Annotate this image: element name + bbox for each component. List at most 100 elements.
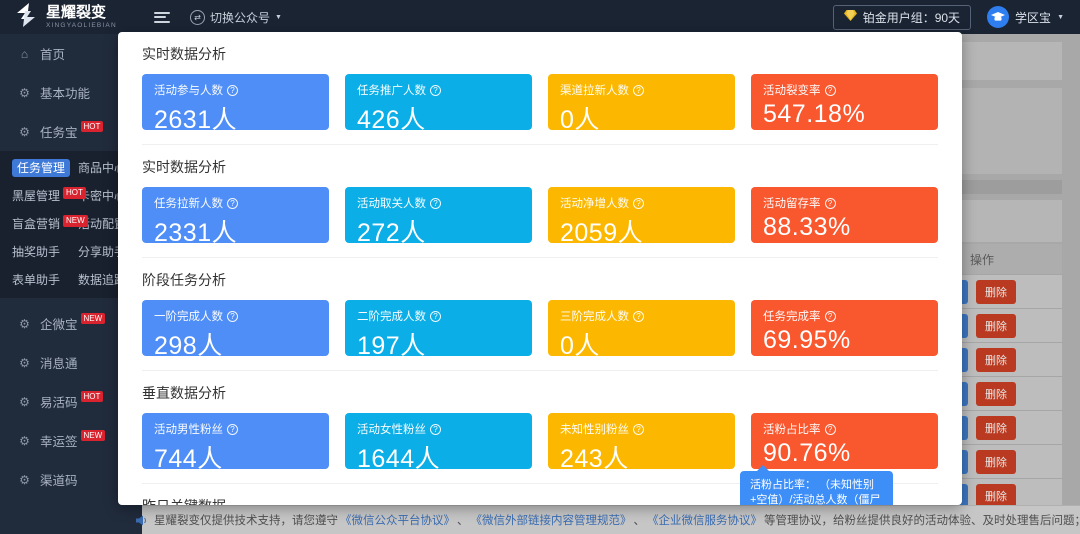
gear-icon: ⚙ [19, 355, 30, 370]
user-group-badge[interactable]: 铂金用户组：90天 [832, 4, 972, 30]
stat-card: 活动男性粉丝? 744人 [142, 413, 329, 473]
user-menu[interactable]: 学区宝 ▼ [987, 6, 1064, 28]
help-icon[interactable]: ? [633, 84, 644, 96]
chevron-down-icon: ▼ [275, 13, 282, 21]
submenu-item-data-tracking[interactable]: 数据追踪 [78, 273, 127, 287]
help-icon[interactable]: ? [430, 423, 441, 435]
help-icon[interactable]: ? [824, 310, 836, 322]
brand-subtitle: XINGYAOLIEBIAN [46, 21, 117, 29]
stat-value: 426人 [357, 106, 426, 134]
stat-card: 任务拉新人数? 2331人 [142, 187, 329, 247]
sidebar-item-home[interactable]: ⌂ 首页 [0, 34, 142, 73]
help-icon[interactable]: ? [633, 197, 644, 209]
home-icon: ⌂ [20, 46, 29, 61]
stat-value: 2331人 [154, 219, 238, 247]
user-group-label: 铂金用户组：90天 [862, 10, 961, 25]
delete-button[interactable]: 删除 [976, 313, 1016, 338]
stat-value: 298人 [154, 332, 223, 360]
hot-badge: HOT [63, 187, 86, 199]
help-icon[interactable]: ? [633, 310, 644, 322]
sidebar-item-task-treasure[interactable]: ⚙ 任务宝 HOT [0, 112, 142, 151]
submenu-item-form-helper[interactable]: 表单助手 [12, 273, 61, 287]
gear-icon: ⚙ [19, 316, 30, 331]
switch-icon: ⇄ [190, 9, 205, 25]
sidebar-item-live-qr[interactable]: ⚙ 易活码 HOT [0, 382, 142, 421]
stat-value: 88.33% [763, 213, 851, 241]
delete-button[interactable]: 删除 [976, 415, 1016, 440]
brand-name: 星耀裂变 [46, 4, 107, 22]
help-icon[interactable]: ? [227, 423, 238, 435]
stat-card: 活动女性粉丝? 1644人 [345, 413, 532, 473]
avatar [987, 6, 1010, 28]
stat-value: 90.76% [763, 439, 851, 467]
graduation-cap-icon [991, 11, 1006, 21]
sidebar-item-qiweibao[interactable]: ⚙ 企微宝 NEW [0, 304, 142, 343]
link-wecom-service-agreement[interactable]: 《企业微信服务协议》 [647, 515, 762, 527]
delete-button[interactable]: 删除 [976, 347, 1016, 372]
submenu-item-lottery-helper[interactable]: 抽奖助手 [12, 245, 61, 259]
stat-card: 活动净增人数? 2059人 [548, 187, 735, 247]
stat-value: 0人 [560, 332, 600, 360]
delete-button[interactable]: 删除 [976, 449, 1016, 474]
stat-card: 渠道拉新人数? 0人 [548, 74, 735, 134]
username: 学区宝 [1015, 10, 1052, 25]
stat-card: 活动参与人数? 2631人 [142, 74, 329, 134]
brand[interactable]: 星耀裂变 XINGYAOLIEBIAN [0, 2, 142, 32]
help-icon[interactable]: ? [430, 310, 441, 322]
help-icon[interactable]: ? [824, 197, 836, 209]
help-icon[interactable]: ? [227, 310, 238, 322]
stat-value: 0人 [560, 106, 600, 134]
stat-card: 三阶完成人数? 0人 [548, 300, 735, 360]
hot-badge: HOT [80, 120, 104, 133]
help-icon[interactable]: ? [824, 84, 836, 96]
sidebar-item-label: 首页 [40, 48, 66, 62]
delete-button[interactable]: 删除 [976, 483, 1016, 508]
sidebar-lower-group: ⚙ 企微宝 NEW ⚙ 消息通 ⚙ 易活码 HOT ⚙ 幸运签 NEW ⚙ 渠道… [0, 298, 142, 499]
separator: 、 [633, 515, 646, 527]
tooltip-text: 活粉占比率： （未知性别+空值）/活动总人数（僵尸粉）占比率 [750, 479, 881, 505]
sidebar-item-basic-functions[interactable]: ⚙ 基本功能 [0, 73, 142, 112]
new-badge: NEW [80, 312, 106, 325]
speaker-icon [136, 515, 148, 526]
data-analysis-modal: 实时数据分析 活动参与人数? 2631人 任务推广人数? 426人 渠道拉新人数… [118, 32, 962, 505]
help-icon[interactable]: ? [824, 423, 836, 435]
submenu-item-blackroom-management[interactable]: 黑屋管理 HOT [12, 187, 86, 204]
sidebar-item-message-pass[interactable]: ⚙ 消息通 [19, 355, 78, 372]
submenu-item-card-code-center[interactable]: 卡密中心 [78, 189, 127, 203]
gear-icon: ⚙ [19, 85, 30, 100]
topbar-right: 铂金用户组：90天 学区宝 ▼ [832, 4, 1080, 30]
section-title: 昨日关键数据 [142, 496, 938, 505]
stat-card: 任务完成率? 69.95% [751, 300, 938, 356]
help-icon[interactable]: ? [633, 423, 644, 435]
topbar: 星耀裂变 XINGYAOLIEBIAN ⇄ 切换公众号 ▼ 铂金用户组：90天 [0, 0, 1080, 34]
submenu-item-share-helper[interactable]: 分享助手 [78, 245, 127, 259]
submenu-item-product-center[interactable]: 商品中心 [78, 161, 127, 175]
section-title: 实时数据分析 [142, 159, 226, 175]
link-wechat-platform-agreement[interactable]: 《微信公众平台协议》 [340, 515, 455, 527]
stat-card: 活粉占比率? 90.76% [751, 413, 938, 469]
logo-icon [13, 2, 39, 32]
help-icon[interactable]: ? [430, 197, 441, 209]
stat-card: 活动留存率? 88.33% [751, 187, 938, 243]
delete-button[interactable]: 删除 [976, 279, 1016, 304]
help-icon[interactable]: ? [430, 84, 441, 96]
footer-notice: 星耀裂变仅提供技术支持，请您遵守 《微信公众平台协议》 、 《微信外部链接内容管… [136, 505, 1080, 534]
switch-account-button[interactable]: ⇄ 切换公众号 ▼ [190, 9, 282, 26]
sidebar-item-label: 任务宝 [40, 126, 78, 140]
sidebar-item-channel-qr[interactable]: ⚙ 渠道码 [19, 472, 78, 489]
sidebar-item-lucky-sign[interactable]: ⚙ 幸运签 NEW [0, 421, 142, 460]
help-icon[interactable]: ? [227, 84, 238, 96]
help-icon[interactable]: ? [227, 197, 238, 209]
section-title: 垂直数据分析 [142, 385, 226, 401]
stat-card: 活动裂变率? 547.18% [751, 74, 938, 130]
collapse-menu-icon[interactable] [154, 11, 170, 23]
new-badge: NEW [80, 429, 106, 442]
notice-text: 星耀裂变仅提供技术支持，请您遵守 [154, 515, 338, 527]
link-external-link-rules[interactable]: 《微信外部链接内容管理规范》 [470, 515, 632, 527]
stat-value: 69.95% [763, 326, 851, 354]
help-tooltip: 活粉占比率： （未知性别+空值）/活动总人数（僵尸粉）占比率 [740, 465, 893, 505]
submenu-item-task-management[interactable]: 任务管理 [12, 159, 78, 177]
gear-icon: ⚙ [19, 394, 30, 409]
delete-button[interactable]: 删除 [976, 381, 1016, 406]
submenu-item-blindbox-marketing[interactable]: 盲盒营销 NEW [12, 215, 88, 232]
